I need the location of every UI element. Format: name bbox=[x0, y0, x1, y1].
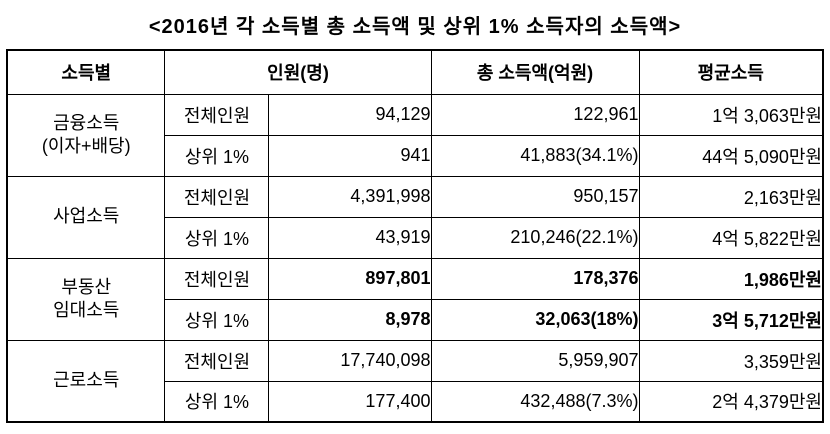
total-cell: 41,883(34.1%) bbox=[430, 134, 640, 177]
category-cell: 금융소득 (이자+배당) bbox=[6, 93, 166, 177]
scope-cell: 전체인원 bbox=[164, 93, 270, 136]
count-cell: 897,801 bbox=[268, 257, 432, 300]
page-title: <2016년 각 소득별 총 소득액 및 상위 1% 소득자의 소득액> bbox=[148, 16, 682, 38]
total-cell: 122,961 bbox=[430, 93, 640, 136]
average-cell: 4억 5,822만원 bbox=[638, 216, 824, 259]
table-row: 금융소득 (이자+배당) 전체인원 94,129 122,961 1억 3,06… bbox=[6, 93, 824, 177]
average-cell: 1,986만원 bbox=[638, 257, 824, 300]
category-cell: 근로소득 bbox=[6, 339, 166, 423]
table-row: 상위 1% 941 41,883(34.1%) 44억 5,090만원 bbox=[7, 134, 824, 177]
total-cell: 950,157 bbox=[430, 175, 640, 218]
count-cell: 43,919 bbox=[268, 216, 432, 259]
total-cell: 178,376 bbox=[430, 257, 640, 300]
category-cell: 사업소득 bbox=[6, 175, 166, 259]
scope-cell: 전체인원 bbox=[164, 175, 270, 218]
average-cell: 3억 5,712만원 bbox=[638, 298, 824, 341]
header-category: 소득별 bbox=[6, 49, 166, 95]
header-total-amount: 총 소득액(억원) bbox=[430, 49, 640, 95]
total-cell: 32,063(18%) bbox=[430, 298, 640, 341]
count-cell: 4,391,998 bbox=[268, 175, 432, 218]
scope-cell: 전체인원 bbox=[164, 339, 270, 382]
total-cell: 432,488(7.3%) bbox=[430, 380, 640, 423]
scope-cell: 상위 1% bbox=[164, 134, 270, 177]
table-row: 상위 1% 43,919 210,246(22.1%) 4억 5,822만원 bbox=[7, 216, 824, 259]
average-cell: 44억 5,090만원 bbox=[638, 134, 824, 177]
total-cell: 210,246(22.1%) bbox=[430, 216, 640, 259]
scope-cell: 상위 1% bbox=[164, 298, 270, 341]
average-cell: 3,359만원 bbox=[638, 339, 824, 382]
average-cell: 1억 3,063만원 bbox=[638, 93, 824, 136]
count-cell: 17,740,098 bbox=[268, 339, 432, 382]
header-average-income: 평균소득 bbox=[638, 49, 824, 95]
table-row: 부동산 임대소득 전체인원 897,801 178,376 1,986만원 bbox=[6, 257, 824, 341]
count-cell: 941 bbox=[268, 134, 432, 177]
header-people: 인원(명) bbox=[164, 49, 432, 95]
table-row: 근로소득 전체인원 17,740,098 5,959,907 3,359만원 bbox=[6, 339, 824, 423]
scope-cell: 상위 1% bbox=[164, 380, 270, 423]
count-cell: 94,129 bbox=[268, 93, 432, 136]
count-cell: 8,978 bbox=[268, 298, 432, 341]
table-row: 상위 1% 177,400 432,488(7.3%) 2억 4,379만원 bbox=[7, 380, 824, 423]
total-cell: 5,959,907 bbox=[430, 339, 640, 382]
header-row: 소득별 인원(명) 총 소득액(억원) 평균소득 bbox=[6, 49, 824, 95]
income-table: 소득별 인원(명) 총 소득액(억원) 평균소득 금융소득 (이자+배당) 전체… bbox=[5, 49, 824, 423]
category-cell: 부동산 임대소득 bbox=[6, 257, 166, 341]
scope-cell: 상위 1% bbox=[164, 216, 270, 259]
table-row: 상위 1% 8,978 32,063(18%) 3억 5,712만원 bbox=[7, 298, 824, 341]
table-row: 사업소득 전체인원 4,391,998 950,157 2,163만원 bbox=[6, 175, 824, 259]
average-cell: 2억 4,379만원 bbox=[638, 380, 824, 423]
average-cell: 2,163만원 bbox=[638, 175, 824, 218]
scope-cell: 전체인원 bbox=[164, 257, 270, 300]
count-cell: 177,400 bbox=[268, 380, 432, 423]
